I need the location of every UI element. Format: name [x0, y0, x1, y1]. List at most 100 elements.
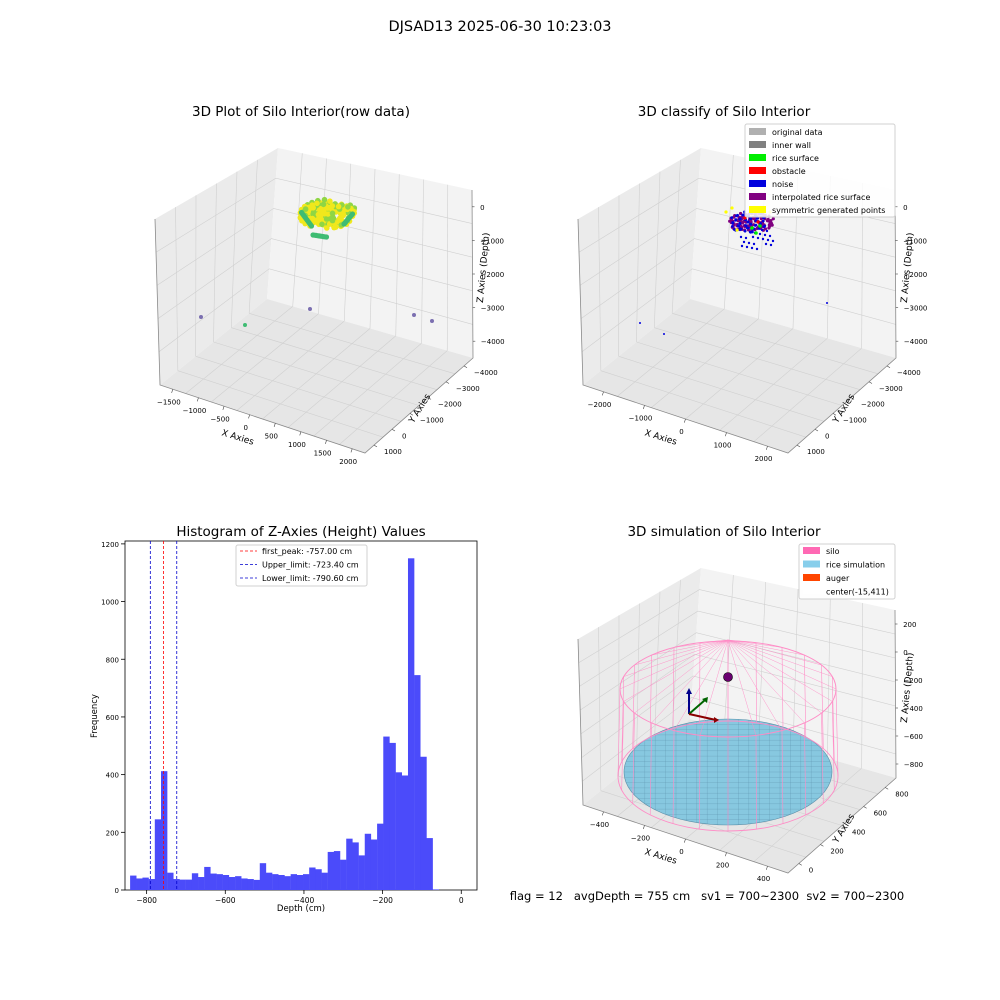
- tick-label: 1000: [714, 442, 732, 450]
- tick-label: −600: [904, 733, 923, 741]
- triad-x-arrow: [688, 713, 717, 721]
- histogram-legend: first_peak: -757.00 cm Upper_limit: -723.…: [235, 544, 368, 587]
- silo-roof-wire: [727, 639, 783, 648]
- simulation-plot-x-label: X Axies: [643, 847, 678, 866]
- raw-point: [323, 216, 330, 222]
- tick-mark: [798, 863, 802, 866]
- silo-wire: [649, 655, 652, 738]
- raw-plot-title: 3D Plot of Silo Interior(row data): [192, 104, 410, 120]
- histogram-bar: [136, 878, 143, 890]
- silo-roof-wire: [727, 639, 822, 714]
- silo-wire: [699, 735, 701, 830]
- silo-wire: [781, 730, 784, 824]
- classify-plot-axes: [577, 148, 897, 454]
- noise-point: [734, 218, 738, 222]
- tick-label: 200: [716, 862, 729, 870]
- tick-label: 0: [679, 848, 683, 856]
- histogram-bar: [401, 775, 409, 890]
- raw-point: [320, 210, 326, 217]
- tick-mark: [725, 852, 727, 857]
- classify-plot-x-ticks: −2000 −1000 0 1000 2000: [588, 391, 772, 463]
- legend-label: Upper_limit: -723.40 cm: [262, 561, 359, 570]
- grid-line: [861, 602, 863, 769]
- histogram-y-ticks: 0 200 400 600 800 1000 1200: [101, 541, 125, 895]
- raw-point: [302, 206, 309, 212]
- tick-label: 1500: [314, 449, 332, 457]
- histogram-bar: [407, 558, 415, 890]
- tick-label: 500: [265, 432, 278, 440]
- grid-line: [579, 610, 896, 687]
- raw-outlier-point: [243, 323, 247, 327]
- rice-surface-point: [750, 226, 754, 230]
- histogram-bar: [142, 877, 149, 890]
- noise-point: [744, 236, 748, 240]
- noise-point: [731, 225, 734, 228]
- tick-label: −1000: [843, 416, 867, 424]
- grid-line: [598, 627, 602, 791]
- y-tick-label: 0: [115, 887, 119, 895]
- noise-point: [763, 233, 767, 237]
- silo-simulation-3d-plot: 3D simulation of Silo Interior −400 −200 0…: [577, 524, 923, 883]
- y-tick-label: 1000: [101, 599, 119, 607]
- interpolated-point: [728, 219, 732, 223]
- tick-mark: [886, 365, 891, 368]
- tick-label: −2000: [861, 401, 885, 409]
- simulation-plot-z-ticks: −800 −600 −400 −200 0 200: [895, 621, 923, 769]
- axis-lines: [154, 189, 474, 454]
- noise-point: [760, 228, 764, 232]
- tick-label: −3000: [879, 385, 903, 393]
- y-tick-label: 1200: [101, 541, 119, 549]
- classify-plot-z-ticks: −4000 −3000 −2000 −1000 0: [895, 204, 928, 346]
- figure-title: DJSAD13 2025-06-30 10:23:03: [388, 19, 611, 35]
- x-tick-label: 0: [459, 896, 464, 905]
- raw-point: [321, 196, 328, 203]
- grid-line: [177, 370, 384, 438]
- grid-line: [579, 632, 896, 711]
- interpolated-point: [749, 220, 753, 224]
- tick-mark: [273, 423, 276, 427]
- tick-label: −500: [210, 415, 229, 423]
- tick-label: 0: [825, 432, 829, 440]
- noise-point: [746, 220, 750, 224]
- histogram-threshold-lines: [149, 541, 178, 890]
- tick-mark: [820, 844, 824, 847]
- tick-label: −1000: [903, 237, 927, 245]
- silo-wire: [755, 642, 757, 723]
- histogram-title: Histogram of Z-Axies (Height) Values: [176, 524, 425, 540]
- grid-line: [581, 268, 896, 353]
- tick-label: 0: [903, 649, 907, 657]
- tick-mark: [602, 391, 604, 396]
- rice-surface-point: [758, 224, 762, 228]
- tick-label: −2000: [481, 271, 505, 279]
- legend-label: interpolated rice surface: [772, 193, 870, 202]
- y-tick-label: 600: [106, 714, 119, 722]
- noise-point: [730, 216, 734, 220]
- histogram-bar: [290, 874, 298, 890]
- noise-point: [764, 242, 768, 246]
- silo-wire: [672, 647, 675, 729]
- grid-line: [618, 356, 825, 422]
- tick-label: −4000: [481, 338, 505, 346]
- tick-label: 0: [903, 204, 907, 212]
- tick-mark: [766, 446, 768, 450]
- symmetric-point: [735, 228, 739, 232]
- tick-label: −3000: [481, 305, 505, 313]
- histogram-bar: [315, 869, 322, 890]
- histogram-bar: [272, 874, 279, 890]
- grid-line: [671, 159, 681, 314]
- raw-point: [324, 225, 330, 231]
- noise-point: [769, 243, 773, 247]
- triad-x-head: [714, 717, 719, 723]
- grid-line: [395, 174, 400, 336]
- grid-line: [231, 171, 238, 328]
- interpolated-point: [766, 217, 770, 222]
- tick-label: −4000: [904, 338, 928, 346]
- legend-swatch: [803, 587, 820, 595]
- silo-wire: [632, 712, 635, 804]
- noise-point: [758, 232, 762, 236]
- grid-line: [636, 183, 640, 343]
- tick-mark: [222, 406, 225, 410]
- tick-label: 0: [243, 424, 247, 432]
- raw-point: [318, 205, 325, 212]
